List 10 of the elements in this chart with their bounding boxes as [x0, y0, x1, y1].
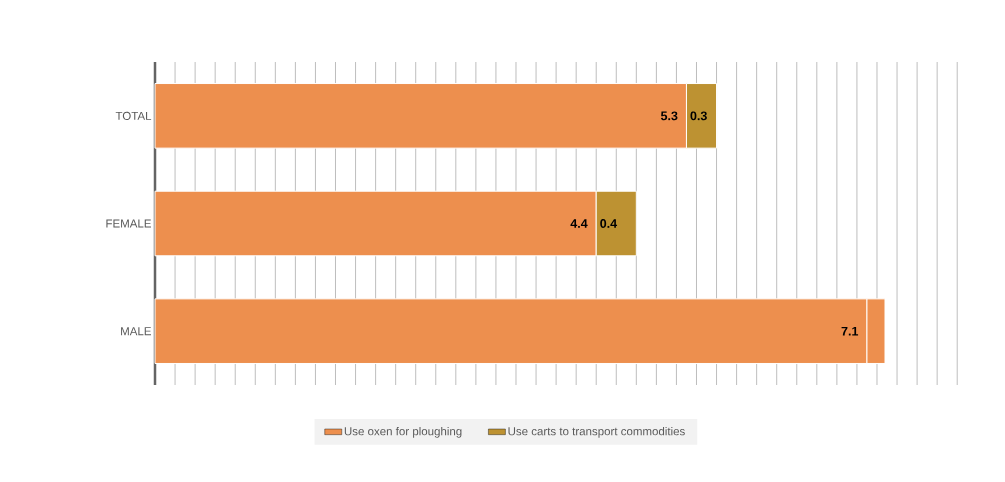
legend-label: Use carts to transport commodities: [508, 426, 685, 438]
y-tick-label: FEMALE: [106, 219, 151, 228]
data-label: 0.4: [600, 219, 618, 228]
y-tick-label: MALE: [121, 327, 151, 336]
legend-label: Use oxen for ploughing: [344, 426, 462, 438]
data-label: 4.4: [570, 219, 588, 228]
data-label: 0.3: [690, 111, 707, 121]
y-tick-label: TOTAL: [115, 111, 152, 120]
data-label: 7.1: [841, 326, 859, 336]
data-label: 5.3: [660, 111, 678, 121]
